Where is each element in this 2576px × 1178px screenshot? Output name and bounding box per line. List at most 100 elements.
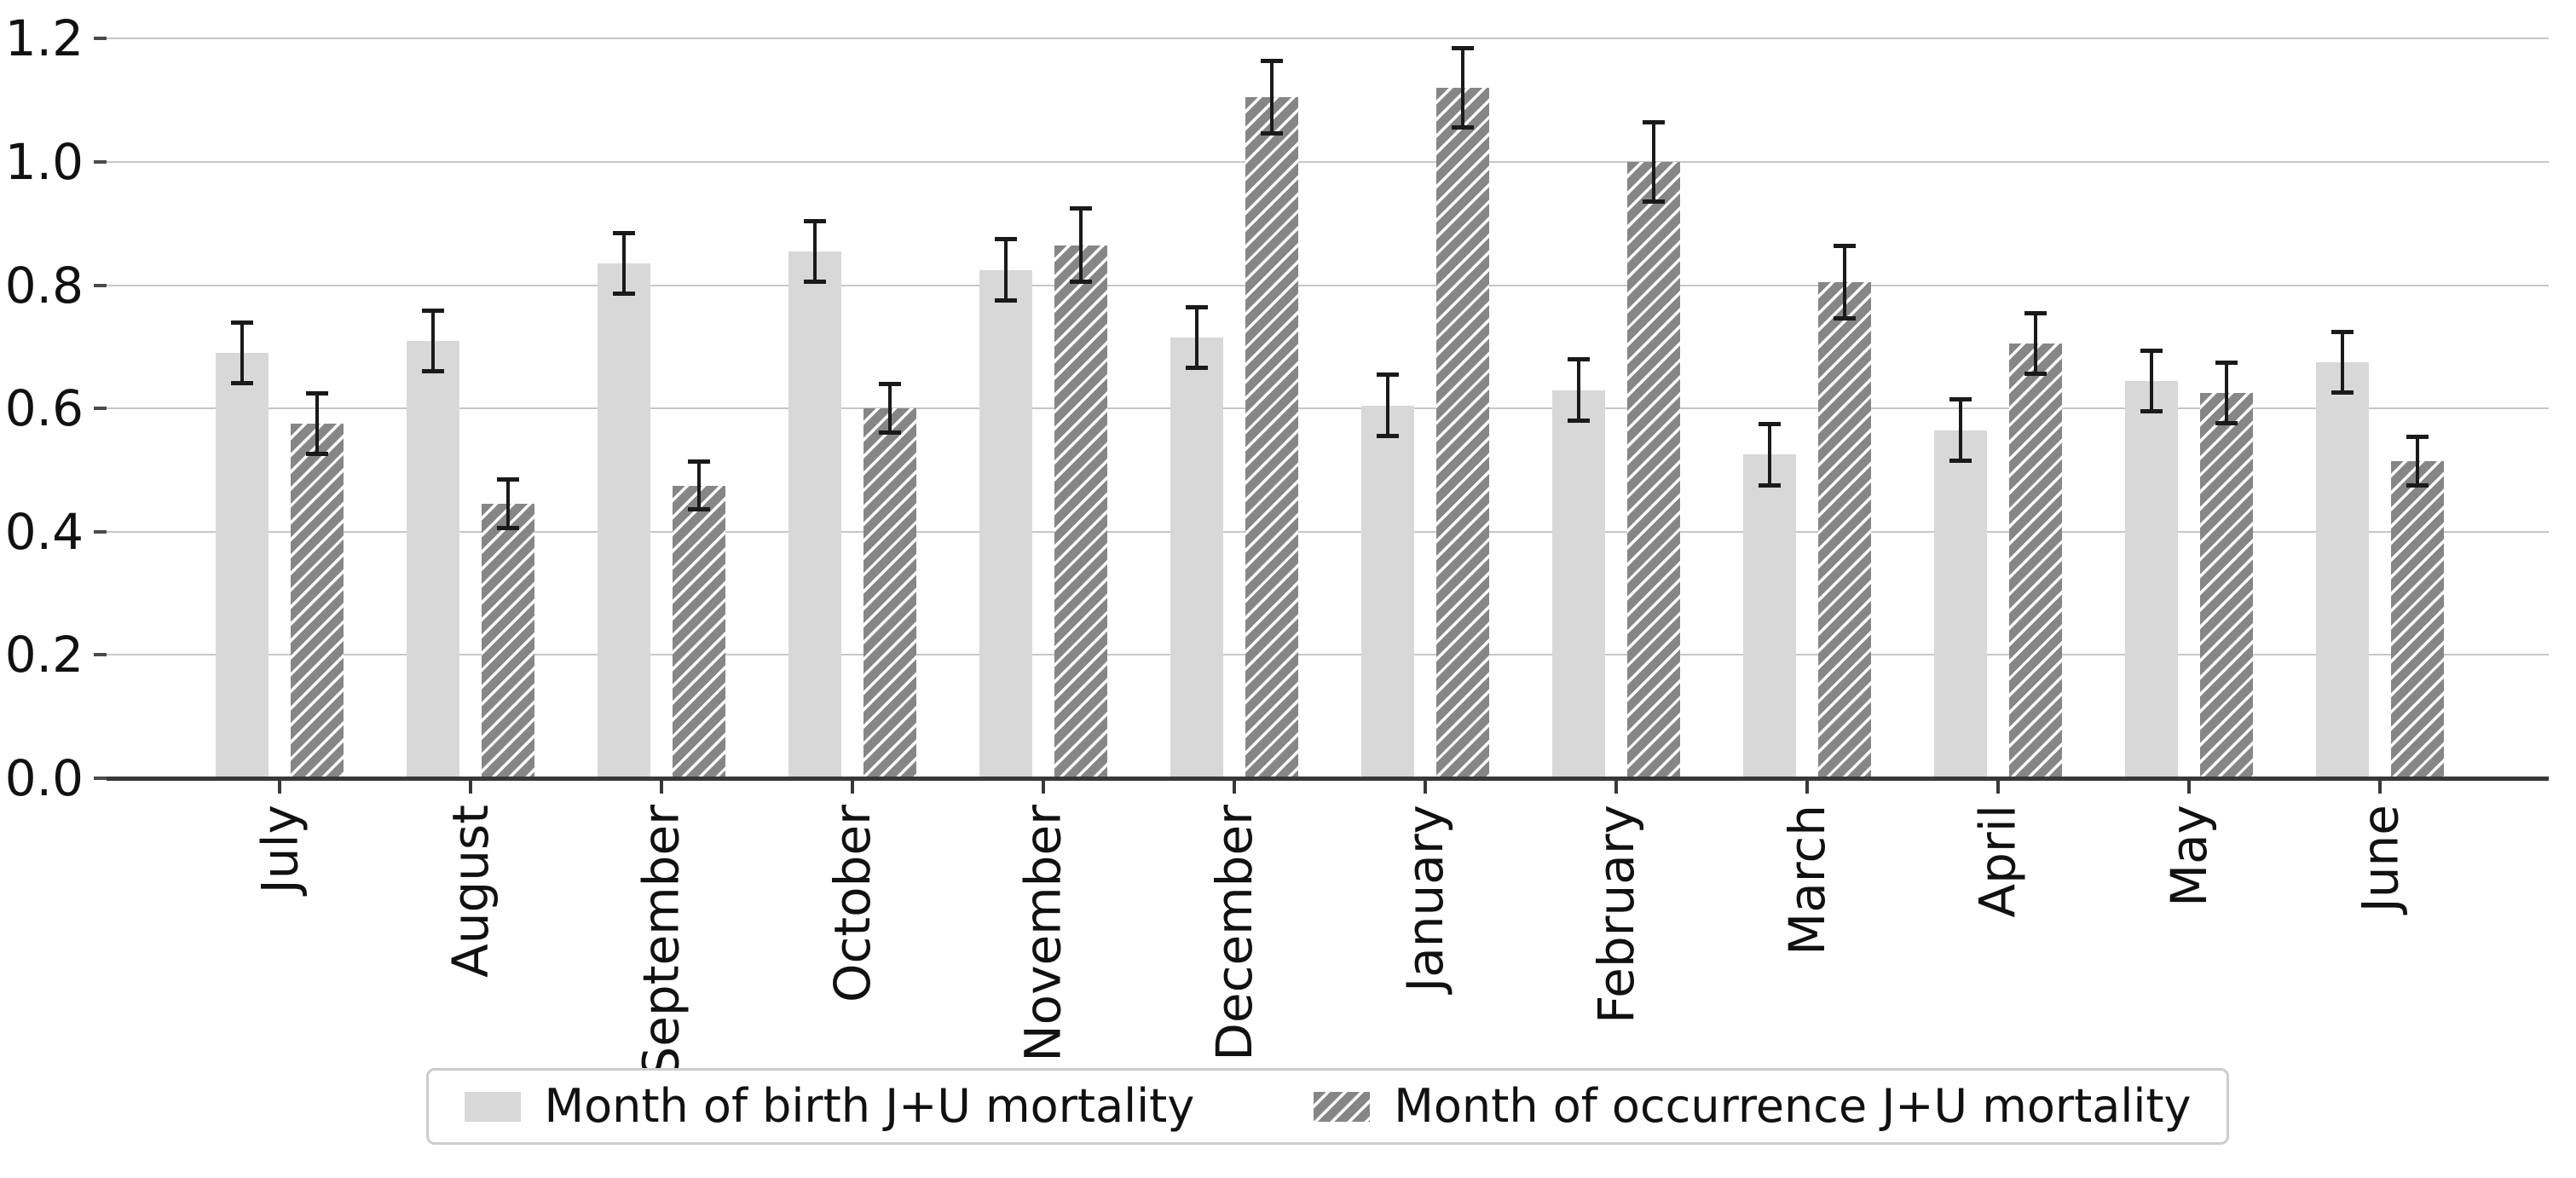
errorbar-stem-june-occurrence (2416, 436, 2419, 486)
bar-october-occurrence (863, 408, 916, 778)
errorbar-cap-top-march-birth (1759, 422, 1781, 427)
errorbar-stem-june-birth (2341, 331, 2344, 394)
errorbar-cap-bottom-january-birth (1377, 433, 1399, 438)
x-tick-may (2187, 781, 2191, 794)
x-tick-label-march: March (1778, 805, 1836, 956)
bar-june-birth (2316, 361, 2369, 778)
y-tick-label-0.4: 0.4 (4, 502, 84, 561)
errorbar-stem-august-occurrence (506, 479, 510, 529)
errorbar-stem-february-occurrence (1652, 122, 1655, 202)
errorbar-cap-top-july-occurrence (306, 391, 328, 396)
x-tick-label-april: April (1969, 805, 2027, 918)
x-tick-label-october: October (823, 805, 881, 1003)
x-tick-label-february: February (1587, 805, 1645, 1025)
errorbar-cap-bottom-february-birth (1568, 418, 1590, 423)
bar-november-occurrence (1054, 245, 1107, 778)
errorbar-cap-bottom-april-birth (1949, 458, 1972, 463)
errorbar-stem-october-occurrence (888, 384, 892, 434)
gridline-0.8 (107, 284, 2549, 286)
errorbar-cap-top-february-occurrence (1643, 120, 1665, 124)
y-tick-0.0 (94, 777, 107, 780)
bar-september-birth (598, 263, 650, 778)
errorbar-stem-december-birth (1195, 306, 1198, 369)
errorbar-cap-top-april-occurrence (2024, 311, 2047, 316)
legend-label-occurrence: Month of occurrence J+U mortality (1394, 1079, 2192, 1133)
y-tick-label-0.0: 0.0 (4, 749, 84, 807)
x-tick-october (851, 781, 854, 794)
y-tick-label-1.0: 1.0 (4, 133, 84, 191)
errorbar-cap-top-february-birth (1568, 357, 1590, 362)
errorbar-stem-september-occurrence (697, 460, 701, 511)
errorbar-cap-bottom-november-birth (995, 297, 1017, 303)
errorbar-stem-july-birth (240, 321, 244, 384)
x-tick-label-september: September (632, 805, 690, 1078)
errorbar-stem-october-birth (813, 220, 817, 282)
y-tick-1.0 (94, 160, 107, 164)
y-tick-0.8 (94, 283, 107, 287)
bar-april-birth (1934, 430, 1987, 778)
errorbar-stem-april-occurrence (2034, 313, 2037, 375)
errorbar-cap-top-october-birth (804, 218, 826, 223)
bar-march-occurrence (1818, 281, 1871, 778)
errorbar-cap-bottom-june-occurrence (2406, 482, 2429, 488)
x-axis-line (107, 777, 2549, 781)
gridline-0.4 (107, 530, 2549, 533)
x-tick-january (1424, 781, 1427, 794)
y-tick-label-1.2: 1.2 (4, 9, 84, 68)
x-tick-label-june: June (2351, 805, 2409, 913)
errorbar-cap-bottom-may-occurrence (2215, 421, 2238, 426)
errorbar-cap-bottom-december-birth (1186, 366, 1208, 371)
errorbar-cap-bottom-july-occurrence (306, 452, 328, 457)
errorbar-cap-top-august-occurrence (497, 477, 519, 482)
x-tick-label-may: May (2160, 805, 2218, 907)
errorbar-stem-may-occurrence (2225, 361, 2228, 424)
errorbar-cap-top-april-birth (1949, 397, 1972, 402)
bar-september-occurrence (673, 485, 725, 778)
errorbar-cap-bottom-march-birth (1759, 482, 1781, 488)
gridline-0.6 (107, 407, 2549, 410)
errorbar-cap-top-december-birth (1186, 304, 1208, 309)
y-tick-label-0.8: 0.8 (4, 256, 84, 315)
errorbar-stem-february-birth (1577, 359, 1580, 421)
gridline-0.2 (107, 654, 2549, 656)
bar-february-occurrence (1627, 162, 1680, 778)
x-tick-label-november: November (1014, 805, 1072, 1062)
gridline-1.2 (107, 38, 2549, 40)
x-tick-december (1233, 781, 1236, 794)
bar-december-occurrence (1245, 97, 1298, 778)
x-tick-label-december: December (1205, 805, 1263, 1061)
errorbar-stem-january-birth (1386, 374, 1389, 436)
errorbar-cap-top-november-occurrence (1070, 206, 1092, 211)
y-tick-0.2 (94, 653, 107, 657)
x-tick-september (660, 781, 663, 794)
legend-swatch-occurrence (1314, 1091, 1371, 1122)
errorbar-stem-november-occurrence (1079, 208, 1083, 282)
errorbar-cap-bottom-december-occurrence (1261, 131, 1283, 136)
y-tick-label-0.2: 0.2 (4, 626, 84, 684)
bar-april-occurrence (2009, 344, 2062, 778)
x-tick-november (1042, 781, 1045, 794)
errorbar-cap-top-may-birth (2140, 348, 2163, 353)
errorbar-stem-august-birth (431, 309, 435, 372)
errorbar-stem-september-birth (622, 233, 626, 295)
legend-entry-occurrence: Month of occurrence J+U mortality (1314, 1080, 2191, 1133)
errorbar-cap-bottom-october-birth (804, 279, 826, 284)
x-tick-label-august: August (442, 805, 500, 978)
x-tick-march (1805, 781, 1809, 794)
errorbar-cap-top-january-birth (1377, 372, 1399, 378)
errorbar-cap-bottom-may-birth (2140, 408, 2163, 413)
errorbar-cap-bottom-march-occurrence (1834, 316, 1856, 321)
bar-october-birth (788, 251, 841, 778)
errorbar-stem-july-occurrence (315, 393, 319, 455)
bar-march-birth (1743, 454, 1796, 778)
errorbar-cap-bottom-april-occurrence (2024, 372, 2047, 377)
y-tick-0.4 (94, 529, 107, 534)
x-tick-label-january: January (1396, 805, 1454, 992)
errorbar-cap-top-september-occurrence (688, 459, 710, 464)
bar-may-birth (2125, 380, 2178, 778)
errorbar-cap-bottom-november-occurrence (1070, 279, 1092, 284)
errorbar-cap-bottom-august-occurrence (497, 526, 519, 531)
errorbar-cap-top-june-birth (2331, 329, 2354, 334)
legend-swatch-birth (464, 1091, 521, 1122)
